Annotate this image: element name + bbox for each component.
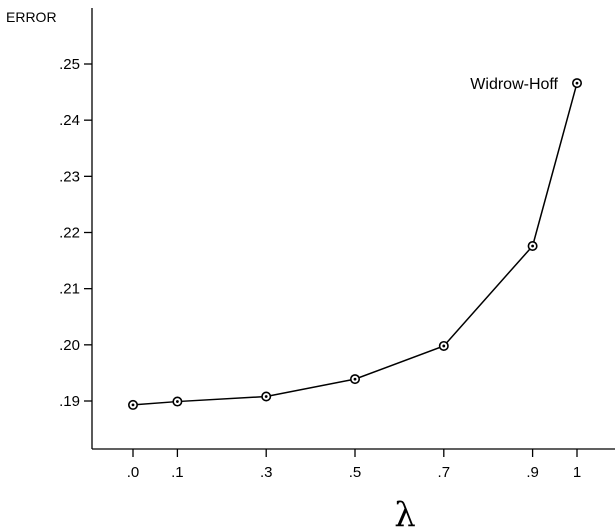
data-point-dot xyxy=(176,400,179,403)
data-points xyxy=(128,78,582,410)
data-point-dot xyxy=(575,81,579,85)
annotation-widrow-hoff: Widrow-Hoff xyxy=(470,76,558,93)
x-ticks: .0 .1 .3 .5 .7 .9 1 xyxy=(127,449,581,481)
x-axis-label: λ xyxy=(394,495,416,531)
data-point-dot xyxy=(131,403,135,407)
data-point xyxy=(349,374,360,385)
data-point xyxy=(527,240,538,251)
x-tick-label: .3 xyxy=(260,464,273,481)
data-point xyxy=(438,340,449,351)
y-tick-label: .23 xyxy=(59,168,80,185)
y-tick-label: .20 xyxy=(59,337,80,354)
x-tick-label: .1 xyxy=(171,464,184,481)
x-tick-label: .0 xyxy=(127,464,140,481)
y-tick-label: .25 xyxy=(59,56,80,73)
y-tick-label: .19 xyxy=(59,393,80,410)
y-tick-label: .22 xyxy=(59,225,80,242)
y-tick-label: .24 xyxy=(59,112,80,129)
x-tick-label: 1 xyxy=(573,464,581,481)
series-line xyxy=(132,82,578,406)
data-point-dot xyxy=(442,344,446,348)
data-point-dot xyxy=(264,395,268,398)
y-axis-label: ERROR xyxy=(6,9,57,25)
data-point xyxy=(261,391,272,402)
data-point xyxy=(128,399,139,410)
data-point xyxy=(571,78,582,89)
x-tick-label: .7 xyxy=(438,464,451,481)
x-tick-label: .5 xyxy=(349,464,362,481)
y-tick-label: .21 xyxy=(59,281,80,298)
x-tick-label: .9 xyxy=(526,464,539,481)
data-point xyxy=(172,396,183,407)
data-point-dot xyxy=(353,377,357,381)
data-point-dot xyxy=(531,244,534,248)
y-ticks: .19 .20 .21 .22 .23 .24 .25 xyxy=(59,56,92,410)
